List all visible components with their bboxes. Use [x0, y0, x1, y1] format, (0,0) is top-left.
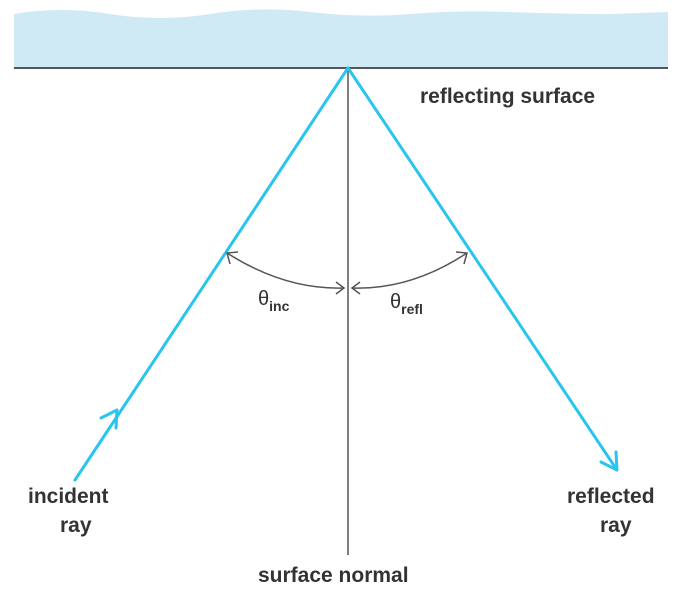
surface-label: reflecting surface: [420, 85, 595, 108]
reflected-label: ray: [600, 514, 632, 537]
angle-subscript: inc: [269, 298, 289, 314]
angle-subscript: refl: [401, 301, 423, 317]
reflected-label: reflected: [567, 485, 655, 508]
arc-arrow: [335, 281, 346, 295]
arc-arrow: [350, 281, 361, 295]
arc-arrow: [226, 251, 239, 265]
incident-arrow: [99, 408, 119, 430]
incident-label: incident: [28, 485, 109, 508]
medium: [14, 9, 668, 68]
reflected-ray: [346, 66, 619, 472]
angle-symbol: θ: [258, 288, 269, 310]
angle-arc-refl: [351, 252, 468, 289]
incident-ray: [73, 66, 350, 482]
angle-label: θinc: [258, 288, 290, 314]
normal-label: surface normal: [258, 564, 409, 587]
incident-label: ray: [60, 514, 92, 537]
angle-symbol: θ: [390, 291, 401, 313]
arc-arrow: [455, 251, 468, 265]
reflected-arrow: [599, 450, 619, 472]
angle-arc-inc: [226, 252, 345, 289]
angle-label: θrefl: [390, 291, 423, 317]
